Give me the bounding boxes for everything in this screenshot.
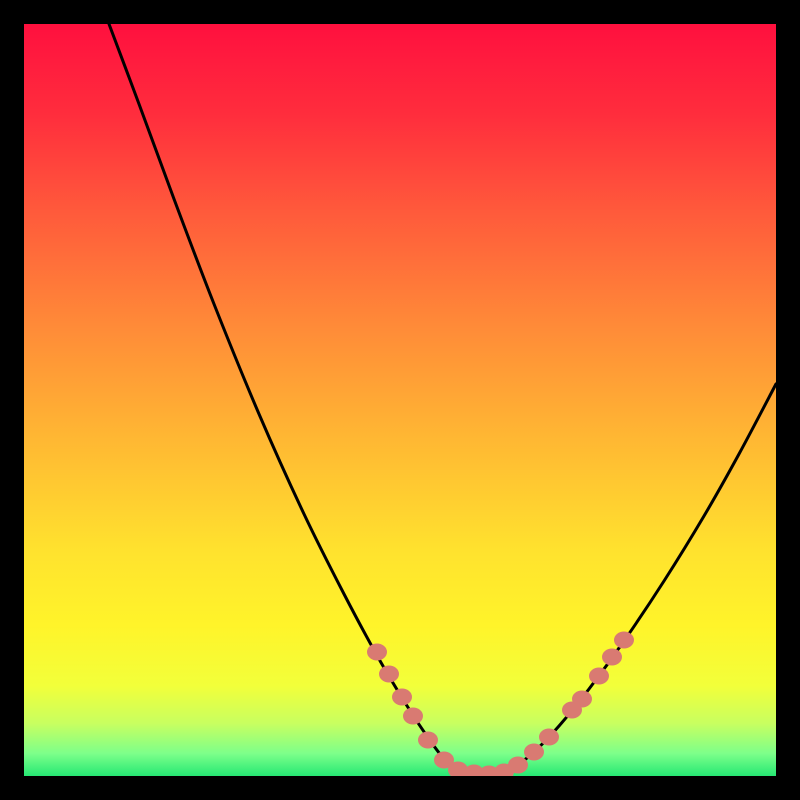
- plot-background: [24, 24, 776, 776]
- data-marker: [392, 689, 412, 706]
- chart-frame: TheBottleneck.com: [0, 0, 800, 800]
- data-marker: [614, 632, 634, 649]
- data-marker: [403, 708, 423, 725]
- data-marker: [367, 644, 387, 661]
- data-marker: [539, 729, 559, 746]
- data-marker: [508, 757, 528, 774]
- data-marker: [524, 744, 544, 761]
- chart-svg: [0, 0, 800, 800]
- data-marker: [379, 666, 399, 683]
- data-marker: [418, 732, 438, 749]
- data-marker: [572, 691, 592, 708]
- data-marker: [602, 649, 622, 666]
- data-marker: [589, 668, 609, 685]
